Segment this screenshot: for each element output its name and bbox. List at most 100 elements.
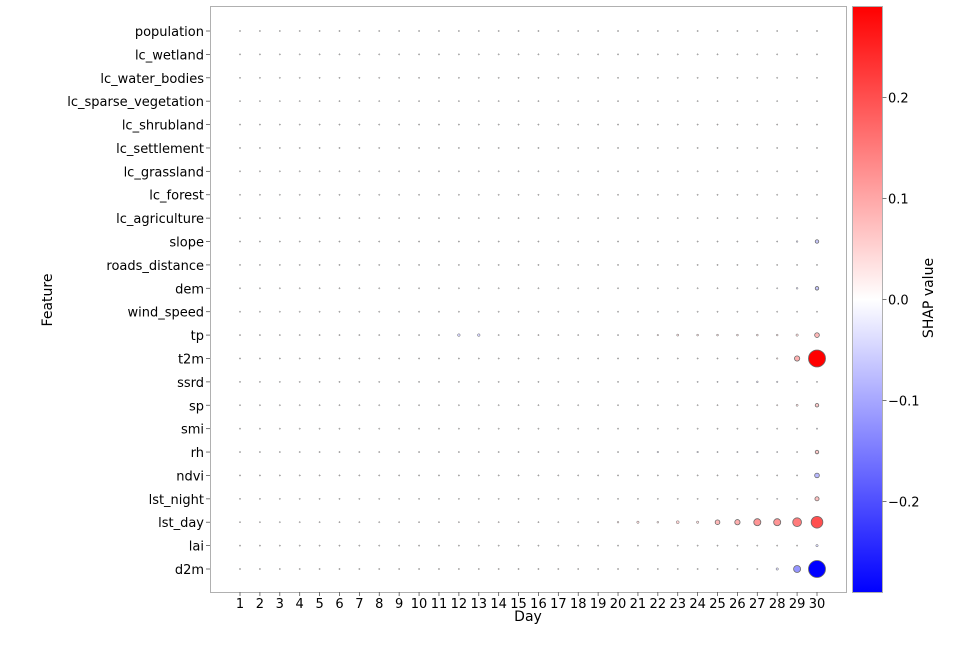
data-point [696,53,699,56]
data-point [418,217,420,219]
data-point [716,497,719,500]
data-point [298,544,301,547]
data-point [597,53,599,56]
y-tick-label: roads_distance [106,259,204,274]
data-point [358,53,361,56]
data-point [259,123,261,126]
data-point [656,310,659,313]
y-tick-label: lc_agriculture [116,212,204,227]
data-point [716,53,719,56]
data-point [816,123,818,126]
data-point [537,100,540,103]
data-point [398,147,401,149]
data-point [577,568,580,570]
data-point [756,30,759,32]
data-point [816,193,818,196]
x-tick-label: 18 [570,597,587,612]
data-point [458,310,460,313]
data-point [477,240,480,243]
data-point [597,544,599,547]
data-point [378,30,381,32]
data-point [298,404,301,407]
data-point [458,123,460,126]
data-point [776,287,779,290]
data-point [756,264,759,266]
data-point [378,474,381,477]
data-point [358,474,361,477]
data-point [557,30,560,32]
data-point [656,193,659,196]
data-point [814,449,820,455]
data-point [716,264,719,266]
data-point [656,334,659,337]
data-point [259,287,261,290]
data-point [736,380,739,383]
data-point [517,497,520,500]
x-tick-label: 22 [650,597,667,612]
data-point [656,357,659,360]
x-tick-label: 12 [451,597,468,612]
data-point [656,427,659,430]
data-point [318,544,321,547]
data-point [756,497,759,500]
data-point [716,474,719,477]
data-point [517,76,520,79]
data-point [756,287,759,290]
data-point [537,474,540,477]
data-point [637,123,639,126]
data-point [577,100,580,103]
data-point [438,240,440,243]
data-point [378,264,381,266]
data-point [517,147,520,149]
data-point [736,357,739,360]
data-point [259,76,261,79]
data-point [617,310,619,313]
data-point [776,474,779,477]
data-point [438,451,440,453]
data-point [458,381,460,383]
data-point [716,357,719,360]
data-point [557,53,560,56]
data-point [597,474,599,477]
data-point [497,264,500,266]
data-point [597,381,599,383]
data-point [696,333,699,337]
data-point [808,349,826,368]
data-point [577,76,580,79]
data-point [656,287,659,290]
data-point [617,193,619,196]
data-point [776,217,779,219]
data-point [477,568,480,570]
data-point [656,474,659,477]
data-point [816,76,818,79]
y-tick-label: ssrd [177,376,204,391]
data-point [239,334,241,336]
data-point [716,381,719,383]
data-point [438,568,440,570]
data-point [497,497,500,500]
data-point [637,497,639,500]
data-point [696,381,699,383]
data-point [278,521,281,524]
data-point [358,287,361,290]
y-tick-label: smi [181,423,204,438]
data-point [557,287,560,290]
data-point [716,100,719,103]
data-point [298,521,301,524]
data-point [458,451,460,453]
data-point [716,240,719,243]
data-point [338,53,341,56]
data-point [696,100,699,103]
data-point [796,451,798,453]
data-point [816,264,818,266]
data-point [497,334,500,336]
data-point [736,147,739,149]
x-tick-label: 24 [689,597,706,612]
x-tick-label: 28 [769,597,786,612]
data-point [676,170,679,173]
data-point [537,451,540,453]
data-point [577,30,580,32]
data-point [756,147,759,149]
data-point [716,147,719,149]
data-point [637,357,639,360]
